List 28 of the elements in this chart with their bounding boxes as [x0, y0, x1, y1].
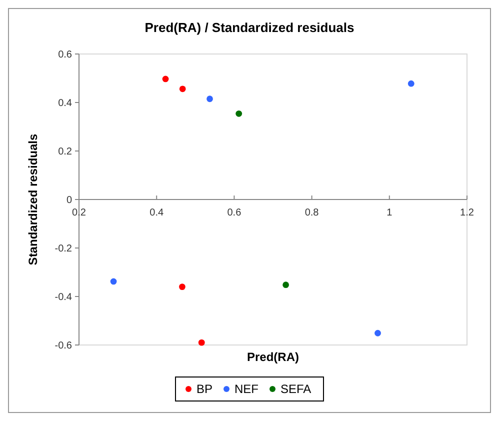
legend-label: SEFA — [280, 382, 312, 396]
point — [162, 76, 169, 82]
x-tick-label: 0.4 — [150, 208, 164, 218]
point — [374, 330, 381, 336]
y-tick-label: -0.4 — [54, 292, 72, 303]
x-tick-label: 1.2 — [460, 208, 474, 218]
y-tick-label: 0 — [66, 195, 72, 206]
point — [179, 284, 186, 290]
x-tick-label: 1 — [386, 208, 393, 218]
point — [198, 339, 205, 346]
point — [282, 282, 290, 288]
y-tick-label: 0.2 — [58, 146, 72, 158]
x-tick-label: 0.8 — [304, 208, 320, 218]
y-tick-label: 0.4 — [58, 98, 72, 109]
point — [408, 80, 414, 87]
point — [206, 96, 213, 102]
chart-title: Pred(RA) / Standardized residuals — [144, 20, 354, 35]
y-axis-title: Standardized residuals — [26, 133, 40, 266]
point — [179, 86, 186, 92]
legend-label: BP — [196, 382, 213, 396]
point — [110, 278, 117, 285]
x-tick-label: 0.6 — [227, 208, 242, 218]
legend-label: NEF — [234, 382, 258, 396]
y-tick-label: -0.2 — [54, 244, 72, 254]
y-tick-label: 0.6 — [58, 50, 72, 60]
y-tick-label: -0.6 — [54, 340, 72, 352]
point — [236, 110, 242, 117]
x-axis-title: Pred(RA) — [246, 350, 300, 364]
